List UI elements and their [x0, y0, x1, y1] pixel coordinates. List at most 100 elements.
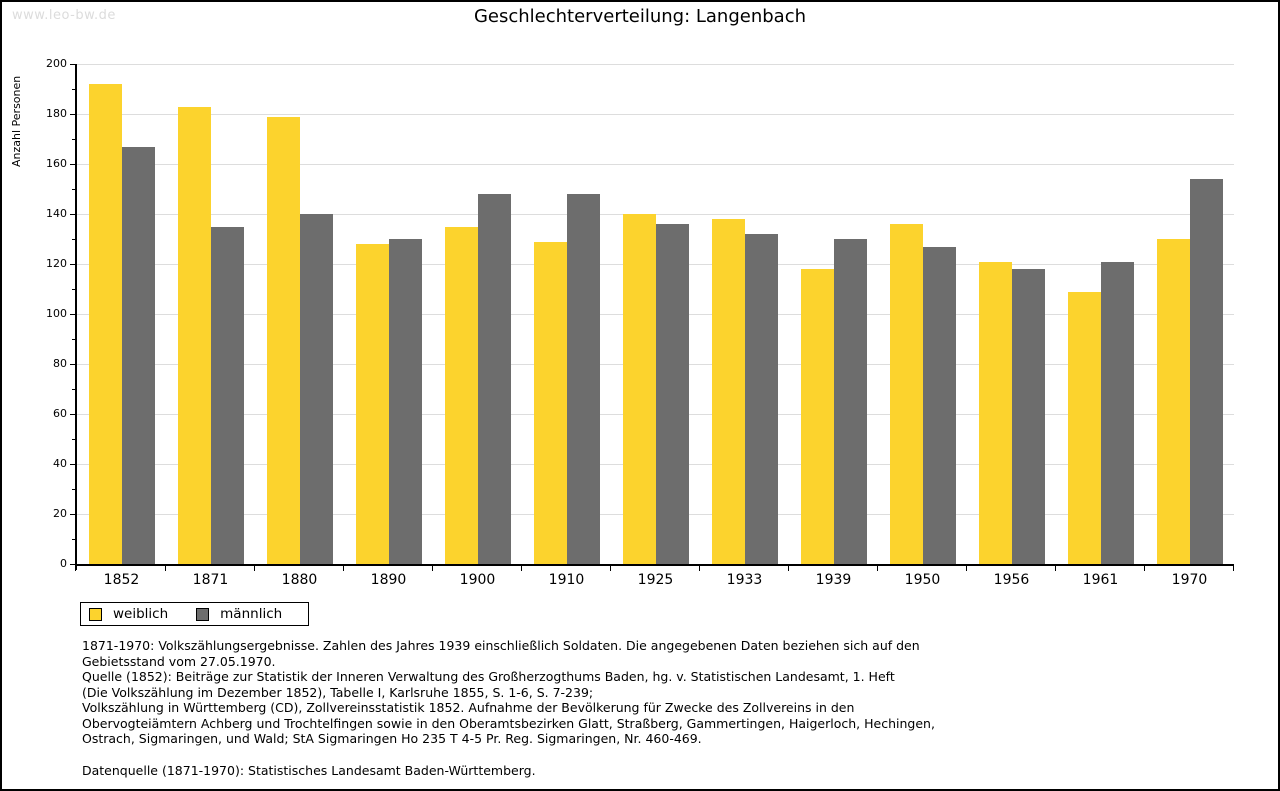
y-tick-140	[70, 214, 75, 215]
bar-männlich-1880	[299, 214, 333, 564]
y-tick-label-100: 100	[46, 307, 67, 320]
y-tick-80	[70, 364, 75, 365]
x-boundary-tick-3	[343, 566, 344, 571]
legend-label-männlich: männlich	[220, 606, 283, 622]
x-boundary-tick-6	[610, 566, 611, 571]
x-boundary-tick-4	[432, 566, 433, 571]
x-tick-label-1852: 1852	[103, 572, 140, 588]
bar-weiblich-1890	[355, 244, 389, 564]
y-tick-160	[70, 164, 75, 165]
x-tick-label-1925: 1925	[637, 572, 674, 588]
x-tick-label-1890: 1890	[370, 572, 407, 588]
bar-männlich-1900	[477, 194, 511, 564]
footer-source-text: 1871-1970: Volkszählungsergebnisse. Zahl…	[82, 638, 1248, 747]
y-tick-label-120: 120	[46, 257, 67, 270]
x-boundary-tick-12	[1144, 566, 1145, 571]
x-tick-label-1970: 1970	[1171, 572, 1208, 588]
y-tick-60	[70, 414, 75, 415]
footer-line-7: Ostrach, Sigmaringen, und Wald; StA Sigm…	[82, 731, 702, 746]
y-tick-180	[70, 114, 75, 115]
bar-weiblich-1956	[978, 261, 1012, 564]
bar-weiblich-1933	[711, 219, 745, 564]
legend-swatch-männlich	[196, 607, 210, 621]
bar-weiblich-1852	[88, 84, 122, 564]
footer-line-3: Quelle (1852): Beiträge zur Statistik de…	[82, 669, 895, 684]
y-tick-10	[72, 539, 75, 540]
y-tick-40	[70, 464, 75, 465]
y-tick-label-0: 0	[60, 557, 67, 570]
y-tick-170	[72, 139, 75, 140]
x-boundary-tick-13	[1233, 566, 1234, 571]
x-tick-label-1961: 1961	[1082, 572, 1119, 588]
bar-männlich-1871	[210, 226, 244, 564]
y-tick-130	[72, 239, 75, 240]
plot-area: 0 20 40 60 80 100 120 140 160 180 200 1852 1871 1880 1…	[46, 57, 1234, 588]
x-tick-label-1950: 1950	[904, 572, 941, 588]
y-axis-title: Anzahl Personen	[10, 75, 23, 167]
bar-weiblich-1910	[533, 241, 567, 564]
chart-title: Geschlechterverteilung: Langenbach	[473, 6, 807, 27]
bar-weiblich-1900	[444, 226, 478, 564]
x-boundary-tick-9	[877, 566, 878, 571]
x-tick-label-1910: 1910	[548, 572, 585, 588]
gridline-160	[77, 164, 1234, 165]
y-tick-90	[72, 339, 75, 340]
y-tick-110	[72, 289, 75, 290]
x-boundary-tick-0	[75, 566, 76, 571]
y-tick-100	[70, 314, 75, 315]
bar-weiblich-1880	[266, 116, 300, 564]
y-tick-30	[72, 489, 75, 490]
gridline-200	[77, 64, 1234, 65]
y-tick-200	[70, 64, 75, 65]
footer-line-6: Obervogteiämtern Achberg und Trochtelfin…	[82, 715, 935, 731]
bar-weiblich-1970	[1156, 239, 1190, 564]
bar-männlich-1961	[1100, 261, 1134, 564]
x-boundary-tick-7	[699, 566, 700, 571]
y-tick-0	[70, 564, 75, 565]
footer-line-5: Volkszählung in Württemberg (CD), Zollve…	[82, 700, 855, 715]
legend-label-weiblich: weiblich	[113, 606, 169, 622]
bar-männlich-1956	[1011, 269, 1045, 564]
x-boundary-tick-5	[521, 566, 522, 571]
y-tick-label-140: 140	[46, 207, 67, 220]
bar-weiblich-1925	[622, 214, 656, 564]
footer-notes: 1871-1970: Volkszählungsergebnisse. Zahl…	[82, 638, 1248, 778]
bar-weiblich-1939	[800, 269, 834, 564]
bar-männlich-1852	[121, 146, 155, 564]
x-boundary-tick-8	[788, 566, 789, 571]
x-boundary-tick-1	[165, 566, 166, 571]
bar-weiblich-1961	[1067, 291, 1101, 564]
x-tick-label-1871: 1871	[192, 572, 229, 588]
y-tick-label-200: 200	[46, 57, 67, 70]
x-tick-label-1933: 1933	[726, 572, 763, 588]
y-tick-label-20: 20	[53, 507, 67, 520]
bar-weiblich-1950	[889, 224, 923, 564]
x-tick-label-1880: 1880	[281, 572, 318, 588]
y-tick-label-40: 40	[53, 457, 67, 470]
bar-männlich-1933	[744, 234, 778, 564]
y-tick-150	[72, 189, 75, 190]
watermark-leo-bw: www.leo-bw.de	[12, 8, 116, 23]
x-axis-line	[75, 564, 1234, 566]
footer-line-1: 1871-1970: Volkszählungsergebnisse. Zahl…	[82, 638, 920, 653]
y-axis-line	[75, 64, 77, 570]
footer-line-2: Gebietsstand vom 27.05.1970.	[82, 653, 276, 669]
gridline-180	[77, 114, 1234, 115]
legend-item-weiblich: weiblich	[89, 606, 168, 622]
legend-box: weiblich männlich	[80, 602, 310, 626]
x-tick-label-1900: 1900	[459, 572, 496, 588]
footer-line-4: (Die Volkszählung im Dezember 1852), Tab…	[82, 684, 594, 700]
y-tick-label-180: 180	[46, 107, 67, 120]
legend-swatch-weiblich	[89, 607, 102, 621]
y-tick-label-160: 160	[46, 157, 67, 170]
x-tick-label-1956: 1956	[993, 572, 1030, 588]
y-tick-190	[72, 89, 75, 90]
x-boundary-tick-2	[254, 566, 255, 571]
bar-männlich-1925	[655, 224, 689, 564]
bar-männlich-1910	[566, 194, 600, 564]
bar-männlich-1890	[388, 239, 422, 564]
y-tick-70	[72, 389, 75, 390]
y-tick-20	[70, 514, 75, 515]
y-tick-50	[72, 439, 75, 440]
